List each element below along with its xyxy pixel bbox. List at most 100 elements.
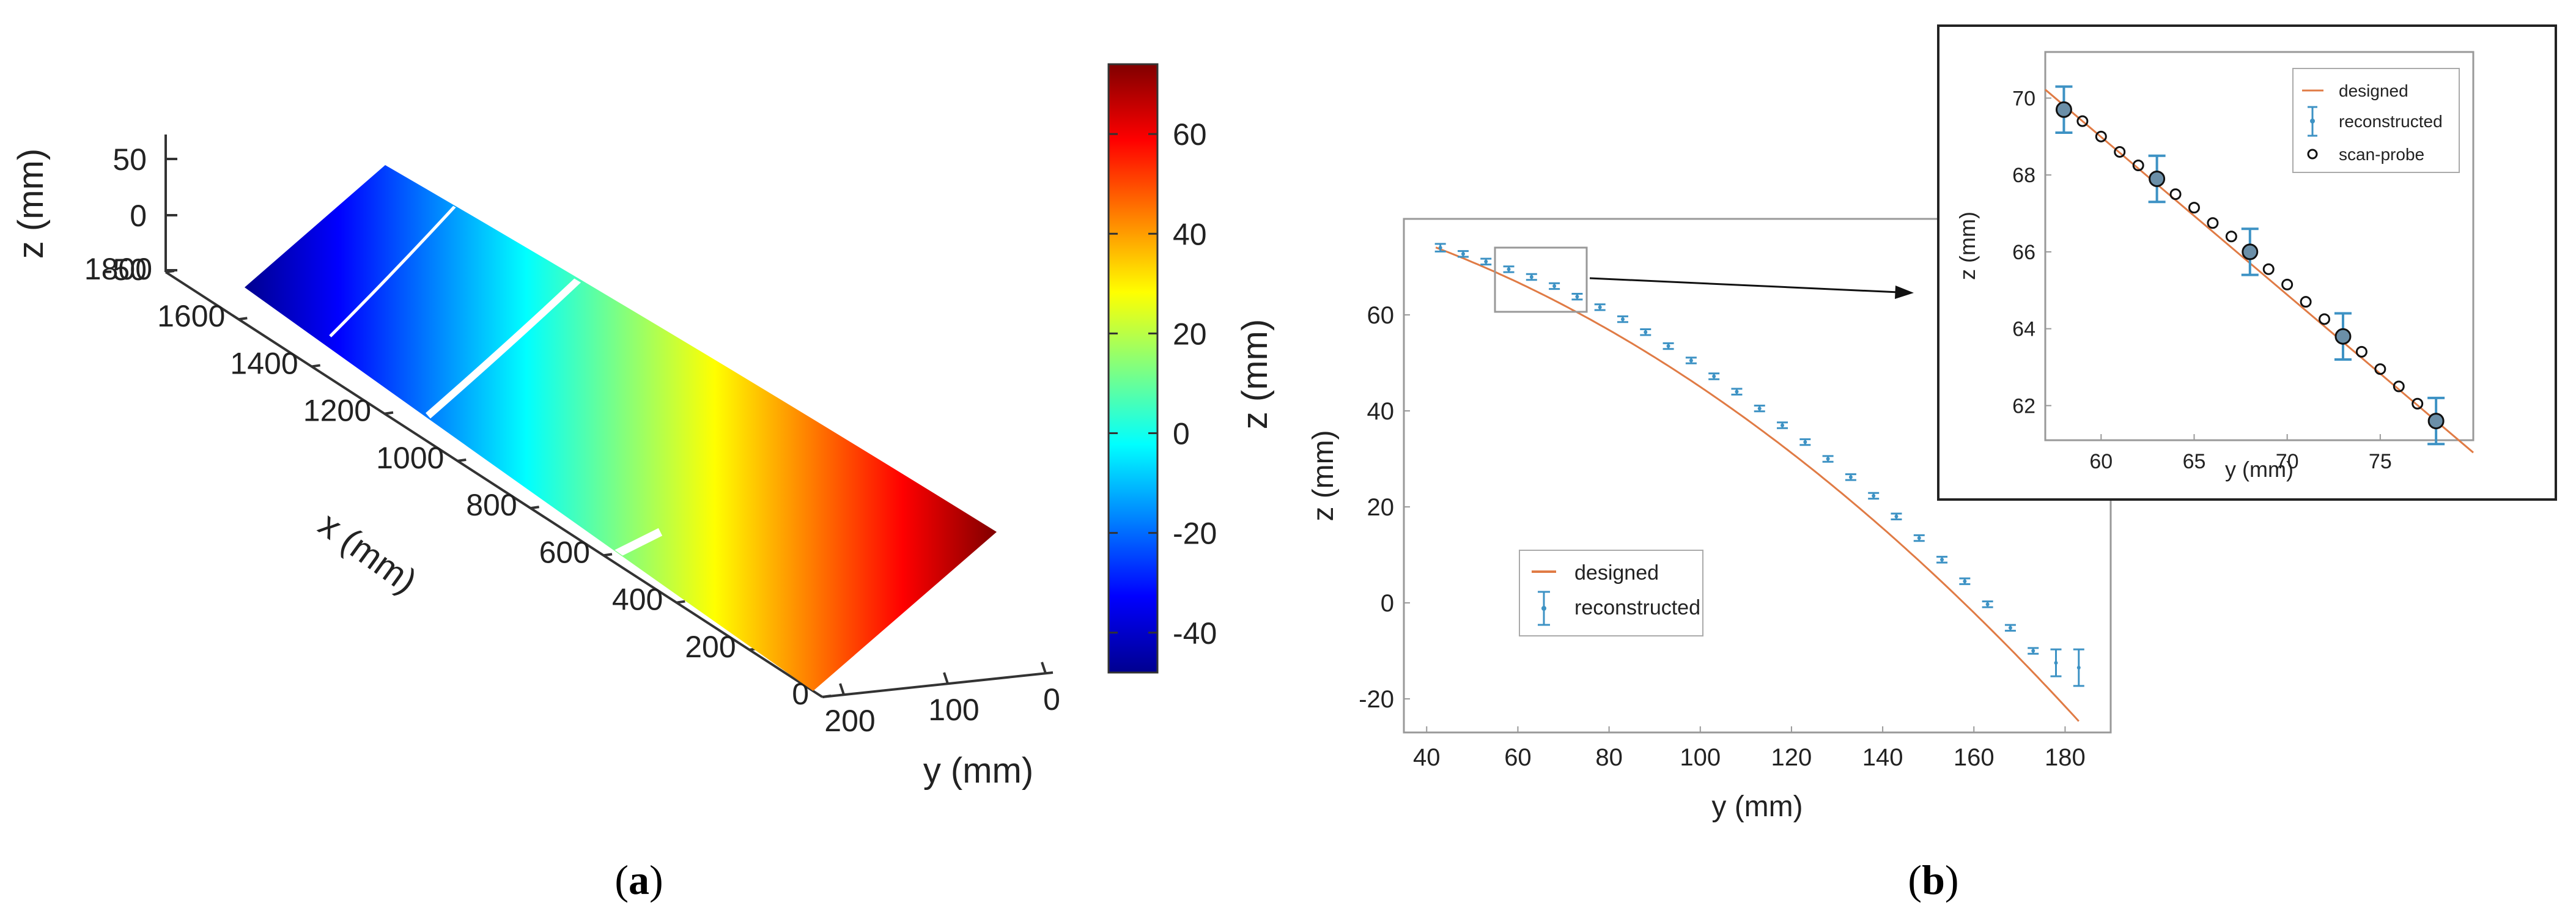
a-x-tick-label: 600 <box>539 535 590 569</box>
a-colorbar <box>1107 63 1159 674</box>
a-x-tick-label: 1000 <box>376 441 444 475</box>
a-y-tick <box>1041 662 1047 674</box>
b-inset-scan-probe-point <box>2355 345 2367 358</box>
b-main-x-tick-label: 120 <box>1771 744 1812 771</box>
b-inset-y-axis-label: z (mm) <box>1955 212 1980 280</box>
b-main-legend: designed reconstructed <box>1519 550 1703 636</box>
a-x-tick <box>603 553 613 557</box>
b-main-y-tick-label: 20 <box>1367 494 1395 521</box>
a-surface-gap-2 <box>329 194 466 337</box>
a-x-tick-label: 400 <box>612 583 663 617</box>
b-main-errorbar <box>1891 512 1902 520</box>
a-z-tick-label-0: 0 <box>130 199 147 233</box>
b-inset-scan-probe-point <box>2188 202 2200 214</box>
b-main-errorbar <box>1640 328 1652 336</box>
b-main-errorbar <box>1731 388 1743 396</box>
a-x-tick <box>457 458 467 462</box>
a-colorbar-tick-label: -40 <box>1173 616 1217 651</box>
b-main-errorbar <box>1777 421 1788 429</box>
a-x-tick-label: 200 <box>685 630 736 664</box>
a-colorbar-tick-label: 0 <box>1173 417 1190 451</box>
b-inset-scan-probe-point <box>2132 159 2144 171</box>
caption-b-letter: b <box>1922 857 1945 903</box>
a-y-tick-label: 0 <box>1043 682 1060 717</box>
a-y-axis-label: y (mm) <box>923 751 1033 791</box>
b-inset-x-axis-label: y (mm) <box>2225 457 2294 482</box>
a-surface-gap-1 <box>426 260 599 419</box>
b-inset-errorbar <box>2334 312 2352 361</box>
b-main-errorbar <box>1959 577 1971 585</box>
b-inset-scan-probe-point <box>2095 130 2107 142</box>
b-main-errorbar <box>1549 282 1560 290</box>
b-inset-legend: designed reconstructed scan-probe <box>2292 68 2460 173</box>
a-x-tick <box>384 411 394 415</box>
a-x-tick-label: 800 <box>466 488 517 522</box>
b-main-errorbar <box>1868 492 1880 500</box>
b-inset-y-tick-label: 64 <box>2012 318 2035 341</box>
a-y-tick <box>839 683 845 695</box>
a-x-tick-label: 1400 <box>230 346 298 380</box>
b-inset-scan-probe-point <box>2076 115 2089 127</box>
caption-a: (a) <box>614 857 663 903</box>
b-inset-scan-probe-point <box>2412 397 2424 410</box>
a-x-tick <box>676 600 685 604</box>
b-inset-x-tick-label: 70 <box>2276 450 2299 473</box>
b-inset-scan-probe-point <box>2319 313 2331 325</box>
a-colorbar-label: z (mm) <box>1235 319 1275 429</box>
b-inset-errorbar <box>2427 396 2445 446</box>
b-main-y-axis-label: z (mm) <box>1307 430 1340 521</box>
b-main-errorbar <box>1594 303 1606 311</box>
b-inset-designed-line <box>2045 89 2474 454</box>
b-inset-plot-area <box>2045 85 2474 454</box>
b-main-legend-reconstructed: reconstructed <box>1574 596 1700 619</box>
b-main-y-tick-label: 40 <box>1367 398 1395 425</box>
a-colorbar-tick-label: 40 <box>1173 217 1207 251</box>
b-main-y-tick-label: 0 <box>1381 590 1394 617</box>
b-main-ticks: 40 60 80 100 120 140 160 180 -20 0 20 40 60 <box>1359 302 2086 771</box>
b-main-errorbar <box>1822 455 1834 463</box>
b-inset-scan-probe-point <box>2114 146 2126 158</box>
b-inset-scan-probe-point <box>2393 380 2405 393</box>
b-inset-x-tick-label: 65 <box>2183 450 2206 473</box>
b-main-errorbar <box>2073 648 2084 687</box>
b-zoom-region-box <box>1494 246 1588 313</box>
b-main-x-tick-label: 160 <box>1954 744 1995 771</box>
b-main-errorbar <box>1457 250 1469 258</box>
b-main-x-tick-label: 140 <box>1862 744 1903 771</box>
a-x-tick-label: 1600 <box>157 299 225 333</box>
b-main-errorbar <box>1799 438 1811 446</box>
caption-a-letter: a <box>629 857 649 903</box>
b-main-y-tick-label: -20 <box>1359 686 1394 713</box>
b-main-designed-curve <box>1435 246 2080 722</box>
b-inset-scan-probe-point <box>2169 188 2182 201</box>
b-main-errorbar <box>1845 473 1856 481</box>
b-main-errorbar <box>1480 257 1492 266</box>
b-main-x-tick-label: 180 <box>2045 744 2086 771</box>
panel-b-profile-plot: 40 60 80 100 120 140 160 180 -20 0 20 40 60 y (mm) z… <box>1307 24 2557 903</box>
a-y-ticks: 200 100 0 <box>824 662 1060 738</box>
caption-b: (b) <box>1908 857 1958 903</box>
b-inset-scan-probe-point <box>2262 263 2275 275</box>
b-inset-x-tick-label: 60 <box>2089 450 2113 473</box>
b-zoom-arrow-line <box>1589 277 1899 293</box>
a-surface-patch <box>245 165 997 691</box>
a-y-tick-label: 100 <box>928 693 979 727</box>
b-inset-legend-box <box>2292 68 2460 173</box>
b-main-errorbar <box>2028 647 2039 655</box>
b-inset-legend-scan-probe: scan-probe <box>2339 145 2424 164</box>
a-x-axis-line <box>164 271 824 698</box>
b-inset-y-tick-label: 68 <box>2012 164 2035 187</box>
a-z-tick-label-neg50: -50 <box>103 253 147 287</box>
b-main-errorbar <box>1936 556 1948 564</box>
b-inset-legend-designed: designed <box>2339 81 2408 100</box>
b-zoom-arrow-head <box>1895 286 1914 299</box>
b-inset-errorbar <box>2055 85 2073 135</box>
b-inset-legend-reconstructed: reconstructed <box>2339 112 2443 131</box>
a-colorbar-ticks: 60 40 20 0 -20 -40 <box>1109 117 1217 651</box>
a-surface <box>245 165 997 691</box>
b-main-errorbar <box>1982 600 1993 608</box>
b-main-errorbar <box>1913 534 1925 542</box>
b-inset-y-tick-label: 66 <box>2012 241 2035 264</box>
b-main-errorbar <box>1685 356 1697 364</box>
